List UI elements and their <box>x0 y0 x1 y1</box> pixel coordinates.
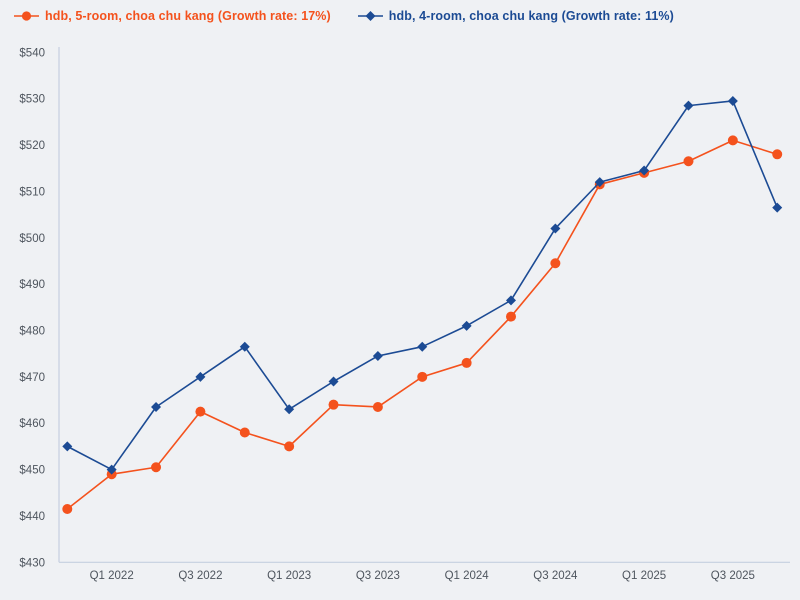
data-point-marker <box>683 156 694 167</box>
x-axis-tick-label: Q3 2024 <box>533 570 578 582</box>
legend-item-4-room[interactable]: hdb, 4-room, choa chu kang (Growth rate:… <box>357 9 674 23</box>
legend-label: hdb, 5-room, choa chu kang (Growth rate:… <box>45 9 331 23</box>
data-point-marker <box>151 401 162 412</box>
chart-legend: hdb, 5-room, choa chu kang (Growth rate:… <box>14 9 674 23</box>
y-axis-tick-label: $530 <box>19 94 45 106</box>
series-line-5-room <box>66 139 778 510</box>
data-point-marker <box>772 202 783 213</box>
x-axis-tick-label: Q1 2024 <box>445 570 490 582</box>
data-point-marker <box>417 341 428 352</box>
x-axis-tick-label: Q3 2022 <box>178 570 222 582</box>
data-point-marker <box>195 406 206 417</box>
data-point-marker <box>328 376 339 387</box>
data-point-marker <box>639 165 650 176</box>
data-point-marker <box>727 135 738 146</box>
data-point-marker <box>461 320 472 331</box>
data-point-marker <box>506 311 516 322</box>
legend-label: hdb, 4-room, choa chu kang (Growth rate:… <box>388 9 674 23</box>
y-axis-tick-label: $430 <box>19 557 45 569</box>
data-point-marker <box>62 503 73 514</box>
x-axis-tick-label: Q3 2025 <box>711 570 755 582</box>
y-axis-tick-label: $450 <box>19 465 45 477</box>
data-point-marker <box>239 341 250 352</box>
y-axis-tick-label: $470 <box>19 372 45 384</box>
data-point-marker <box>772 149 783 160</box>
x-axis-tick-label: Q3 2023 <box>356 570 400 582</box>
data-point-marker <box>372 350 383 361</box>
series-line-4-room <box>66 100 778 471</box>
data-point-marker <box>284 441 295 452</box>
data-point-marker <box>62 441 73 452</box>
x-axis-tick-label: Q1 2022 <box>90 570 134 582</box>
data-point-marker <box>506 295 516 306</box>
x-axis-tick-label: Q1 2025 <box>622 570 666 582</box>
y-axis-tick-label: $510 <box>19 186 45 198</box>
data-point-marker <box>417 371 428 382</box>
y-axis-tick-label: $440 <box>19 511 45 523</box>
legend-item-5-room[interactable]: hdb, 5-room, choa chu kang (Growth rate:… <box>14 9 331 23</box>
data-point-marker <box>727 95 738 106</box>
data-point-marker <box>372 401 383 412</box>
data-point-marker <box>328 399 339 410</box>
y-axis-tick-label: $490 <box>19 279 45 291</box>
diamond-marker-icon <box>357 11 383 21</box>
data-point-marker <box>151 462 162 473</box>
data-point-marker <box>594 177 605 188</box>
x-axis-tick-label: Q1 2023 <box>267 570 311 582</box>
data-point-marker <box>550 223 561 234</box>
data-point-marker <box>461 357 472 368</box>
y-axis-tick-label: $460 <box>19 418 45 430</box>
y-axis-tick-label: $500 <box>19 233 45 245</box>
circle-marker-icon <box>14 11 39 21</box>
data-point-marker <box>284 404 295 415</box>
y-axis-tick-label: $520 <box>19 140 45 152</box>
data-point-marker <box>106 464 117 475</box>
y-axis-tick-label: $480 <box>19 325 45 337</box>
data-point-marker <box>550 258 561 269</box>
y-axis-tick-label: $540 <box>19 47 45 59</box>
data-point-marker <box>239 427 250 438</box>
data-point-marker <box>195 371 206 382</box>
data-point-marker <box>683 100 694 111</box>
